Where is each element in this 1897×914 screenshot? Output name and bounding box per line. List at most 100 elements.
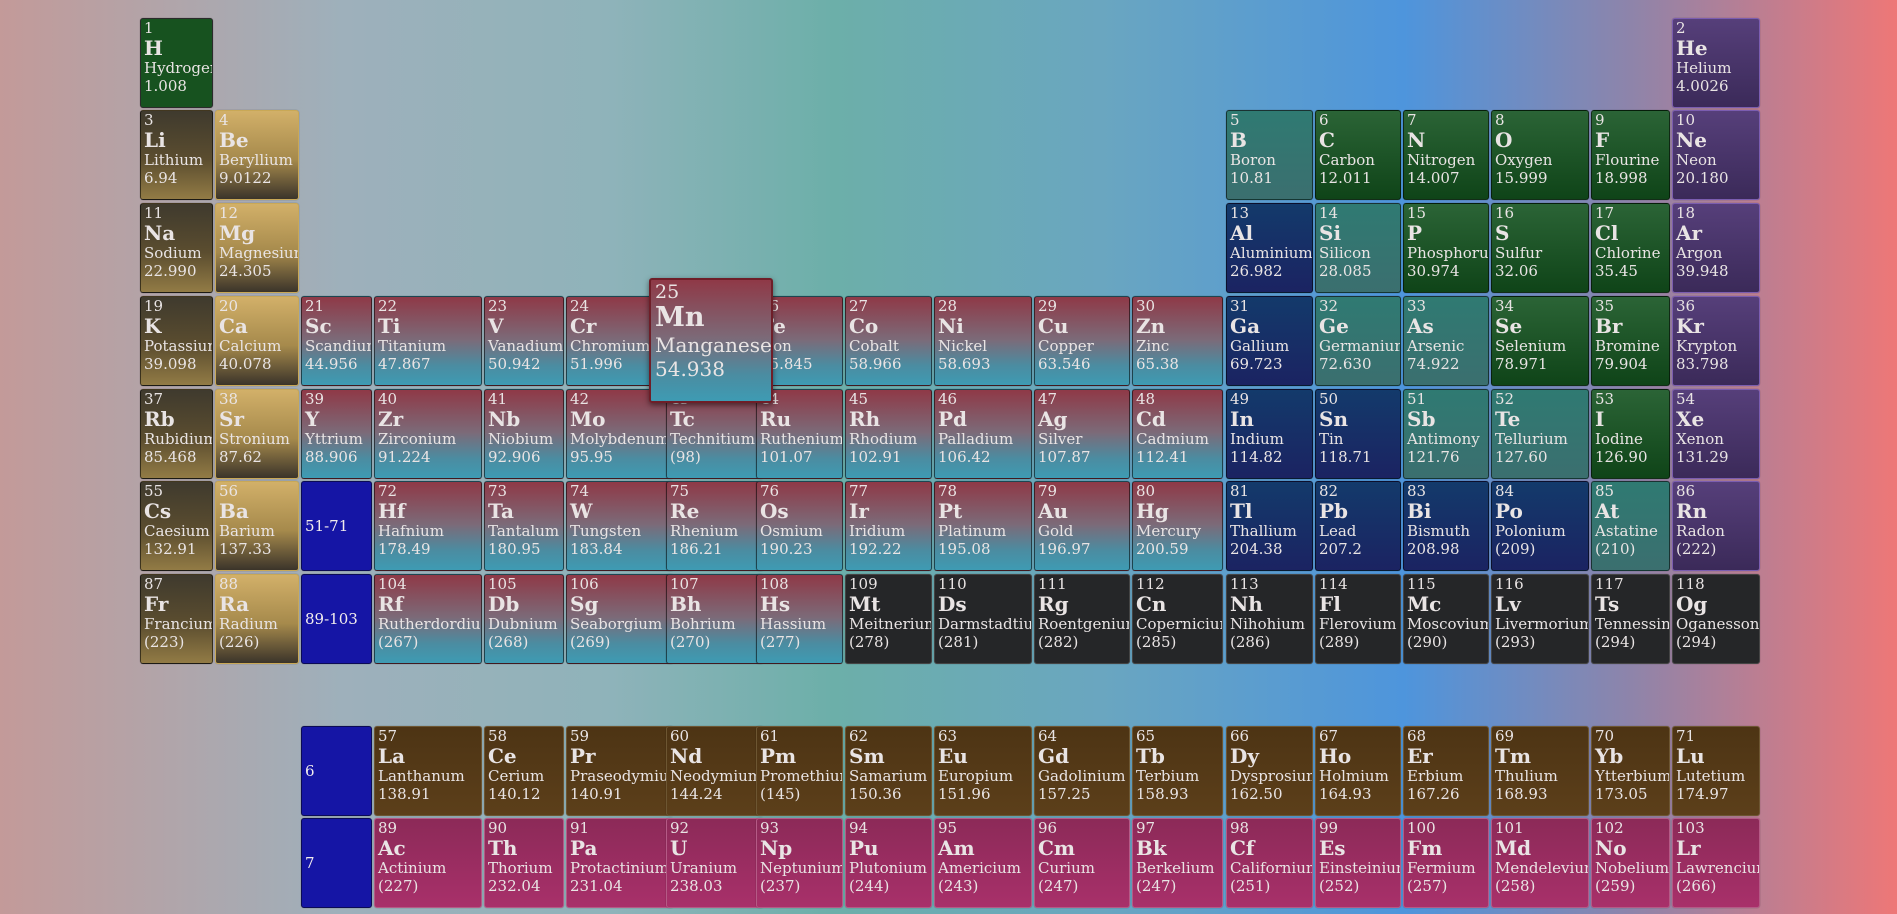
element-osmium[interactable]: 76 Os Osmium 190.23 — [756, 481, 843, 571]
element-calcium[interactable]: 20 Ca Calcium 40.078 — [215, 296, 299, 386]
element-lanthanum[interactable]: 57 La Lanthanum 138.91 — [374, 726, 482, 816]
element-moscovium[interactable]: 115 Mc Moscovium (290) — [1403, 574, 1489, 664]
element-thulium[interactable]: 69 Tm Thulium 168.93 — [1491, 726, 1589, 816]
element-dubnium[interactable]: 105 Db Dubnium (268) — [484, 574, 564, 664]
element-tantalum[interactable]: 73 Ta Tantalum 180.95 — [484, 481, 564, 571]
element-tennessine[interactable]: 117TsTennessine(294) — [1591, 574, 1670, 664]
element-radium[interactable]: 88 Ra Radium (226) — [215, 574, 299, 664]
element-gallium[interactable]: 31 Ga Gallium 69.723 — [1226, 296, 1313, 386]
element-rutherdordium[interactable]: 104RfRutherdordium(267) — [374, 574, 482, 664]
element-hydrogen[interactable]: 1 H Hydrogen 1.008 — [140, 18, 213, 108]
element-mercury[interactable]: 80 Hg Mercury 200.59 — [1132, 481, 1223, 571]
element-titanium[interactable]: 22 Ti Titanium 47.867 — [374, 296, 482, 386]
element-nihohium[interactable]: 113 Nh Nihohium (286) — [1226, 574, 1313, 664]
element-barium[interactable]: 56 Ba Barium 137.33 — [215, 481, 299, 571]
element-darmstadtium[interactable]: 110DsDarmstadtium(281) — [934, 574, 1032, 664]
series-placeholder-6[interactable]: 6 — [301, 726, 372, 816]
element-sulfur[interactable]: 16 S Sulfur 32.06 — [1491, 203, 1589, 293]
element-radon[interactable]: 86 Rn Radon (222) — [1672, 481, 1760, 571]
element-bromine[interactable]: 35 Br Bromine 79.904 — [1591, 296, 1670, 386]
element-astatine[interactable]: 85 At Astatine (210) — [1591, 481, 1670, 571]
element-cobalt[interactable]: 27 Co Cobalt 58.966 — [845, 296, 932, 386]
element-rhenium[interactable]: 75 Re Rhenium 186.21 — [666, 481, 764, 571]
element-zirconium[interactable]: 40 Zr Zirconium 91.224 — [374, 389, 482, 479]
element-nickel[interactable]: 28 Ni Nickel 58.693 — [934, 296, 1032, 386]
element-roentgenium[interactable]: 111 Rg Roentgenium (282) — [1034, 574, 1130, 664]
element-cerium[interactable]: 58 Ce Cerium 140.12 — [484, 726, 564, 816]
element-oganesson[interactable]: 118 Og Oganesson (294) — [1672, 574, 1760, 664]
element-lithium[interactable]: 3 Li Lithium 6.94 — [140, 110, 213, 200]
element-thallium[interactable]: 81 Tl Thallium 204.38 — [1226, 481, 1313, 571]
element-ruthenium[interactable]: 44RuRuthenium101.07 — [756, 389, 843, 479]
element-americium[interactable]: 95 Am Americium (243) — [934, 818, 1032, 908]
element-copper[interactable]: 29 Cu Copper 63.546 — [1034, 296, 1130, 386]
element-polonium[interactable]: 84 Po Polonium (209) — [1491, 481, 1589, 571]
element-lutetium[interactable]: 71 Lu Lutetium 174.97 — [1672, 726, 1760, 816]
element-bohrium[interactable]: 107 Bh Bohrium (270) — [666, 574, 764, 664]
element-iridium[interactable]: 77 Ir Iridium 192.22 — [845, 481, 932, 571]
element-berkelium[interactable]: 97 Bk Berkelium (247) — [1132, 818, 1223, 908]
element-argon[interactable]: 18 Ar Argon 39.948 — [1672, 203, 1760, 293]
element-praseodymium[interactable]: 59 Pr Praseodymium 140.91 — [566, 726, 674, 816]
element-iodine[interactable]: 53 I Iodine 126.90 — [1591, 389, 1670, 479]
element-terbium[interactable]: 65 Tb Terbium 158.93 — [1132, 726, 1223, 816]
element-plutonium[interactable]: 94 Pu Plutonium (244) — [845, 818, 932, 908]
element-actinium[interactable]: 89 Ac Actinium (227) — [374, 818, 482, 908]
element-seaborgium[interactable]: 106 Sg Seaborgium (269) — [566, 574, 674, 664]
element-rhodium[interactable]: 45 Rh Rhodium 102.91 — [845, 389, 932, 479]
element-nobelium[interactable]: 102 No Nobelium (259) — [1591, 818, 1670, 908]
element-erbium[interactable]: 68 Er Erbium 167.26 — [1403, 726, 1489, 816]
element-niobium[interactable]: 41 Nb Niobium 92.906 — [484, 389, 564, 479]
element-neptunium[interactable]: 93 Np Neptunium (237) — [756, 818, 843, 908]
element-cadmium[interactable]: 48 Cd Cadmium 112.41 — [1132, 389, 1223, 479]
element-beryllium[interactable]: 4 Be Beryllium 9.0122 — [215, 110, 299, 200]
element-californium[interactable]: 98 Cf Californium (251) — [1226, 818, 1313, 908]
element-antimony[interactable]: 51 Sb Antimony 121.76 — [1403, 389, 1489, 479]
element-tungsten[interactable]: 74 W Tungsten 183.84 — [566, 481, 674, 571]
element-oxygen[interactable]: 8 O Oxygen 15.999 — [1491, 110, 1589, 200]
element-uranium[interactable]: 92 U Uranium 238.03 — [666, 818, 764, 908]
element-lead[interactable]: 82 Pb Lead 207.2 — [1315, 481, 1401, 571]
element-silver[interactable]: 47 Ag Silver 107.87 — [1034, 389, 1130, 479]
element-tellurium[interactable]: 52 Te Tellurium 127.60 — [1491, 389, 1589, 479]
element-holmium[interactable]: 67 Ho Holmium 164.93 — [1315, 726, 1401, 816]
element-yttrium[interactable]: 39 Y Yttrium 88.906 — [301, 389, 372, 479]
element-phosphorus[interactable]: 15 P Phosphorus 30.974 — [1403, 203, 1489, 293]
element-potassium[interactable]: 19KPotassium39.098 — [140, 296, 213, 386]
element-krypton[interactable]: 36 Kr Krypton 83.798 — [1672, 296, 1760, 386]
element-arsenic[interactable]: 33 As Arsenic 74.922 — [1403, 296, 1489, 386]
element-francium[interactable]: 87 Fr Francium (223) — [140, 574, 213, 664]
element-scandium[interactable]: 21ScScandium44.956 — [301, 296, 372, 386]
element-flourine[interactable]: 9 F Flourine 18.998 — [1591, 110, 1670, 200]
element-helium[interactable]: 2 He Helium 4.0026 — [1672, 18, 1760, 108]
element-europium[interactable]: 63 Eu Europium 151.96 — [934, 726, 1032, 816]
element-samarium[interactable]: 62 Sm Samarium 150.36 — [845, 726, 932, 816]
element-manganese-hovered[interactable]: 25 Mn Manganese 54.938 — [649, 278, 773, 403]
series-placeholder-51-71[interactable]: 51-71 — [301, 481, 372, 571]
element-curium[interactable]: 96 Cm Curium (247) — [1034, 818, 1130, 908]
element-caesium[interactable]: 55 Cs Caesium 132.91 — [140, 481, 213, 571]
element-thorium[interactable]: 90 Th Thorium 232.04 — [484, 818, 564, 908]
element-fermium[interactable]: 100 Fm Fermium (257) — [1403, 818, 1489, 908]
element-promethium[interactable]: 61PmPromethium(145) — [756, 726, 843, 816]
element-indium[interactable]: 49 In Indium 114.82 — [1226, 389, 1313, 479]
element-hafnium[interactable]: 72 Hf Hafnium 178.49 — [374, 481, 482, 571]
element-bismuth[interactable]: 83 Bi Bismuth 208.98 — [1403, 481, 1489, 571]
element-aluminium[interactable]: 13 Al Aluminium 26.982 — [1226, 203, 1313, 293]
element-gold[interactable]: 79 Au Gold 196.97 — [1034, 481, 1130, 571]
element-tin[interactable]: 50 Sn Tin 118.71 — [1315, 389, 1401, 479]
element-hassium[interactable]: 108 Hs Hassium (277) — [756, 574, 843, 664]
element-einsteinium[interactable]: 99EsEinsteinium(252) — [1315, 818, 1401, 908]
element-platinum[interactable]: 78 Pt Platinum 195.08 — [934, 481, 1032, 571]
element-gadolinium[interactable]: 64 Gd Gadolinium 157.25 — [1034, 726, 1130, 816]
element-silicon[interactable]: 14 Si Silicon 28.085 — [1315, 203, 1401, 293]
element-protactinium[interactable]: 91 Pa Protactinium 231.04 — [566, 818, 674, 908]
element-magnesium[interactable]: 12 Mg Magnesium 24.305 — [215, 203, 299, 293]
element-stronium[interactable]: 38 Sr Stronium 87.62 — [215, 389, 299, 479]
element-mendelevium[interactable]: 101 Md Mendelevium (258) — [1491, 818, 1589, 908]
element-lawrencium[interactable]: 103LrLawrencium(266) — [1672, 818, 1760, 908]
element-carbon[interactable]: 6 C Carbon 12.011 — [1315, 110, 1401, 200]
element-ytterbium[interactable]: 70 Yb Ytterbium 173.05 — [1591, 726, 1670, 816]
element-neon[interactable]: 10 Ne Neon 20.180 — [1672, 110, 1760, 200]
element-boron[interactable]: 5 B Boron 10.81 — [1226, 110, 1313, 200]
